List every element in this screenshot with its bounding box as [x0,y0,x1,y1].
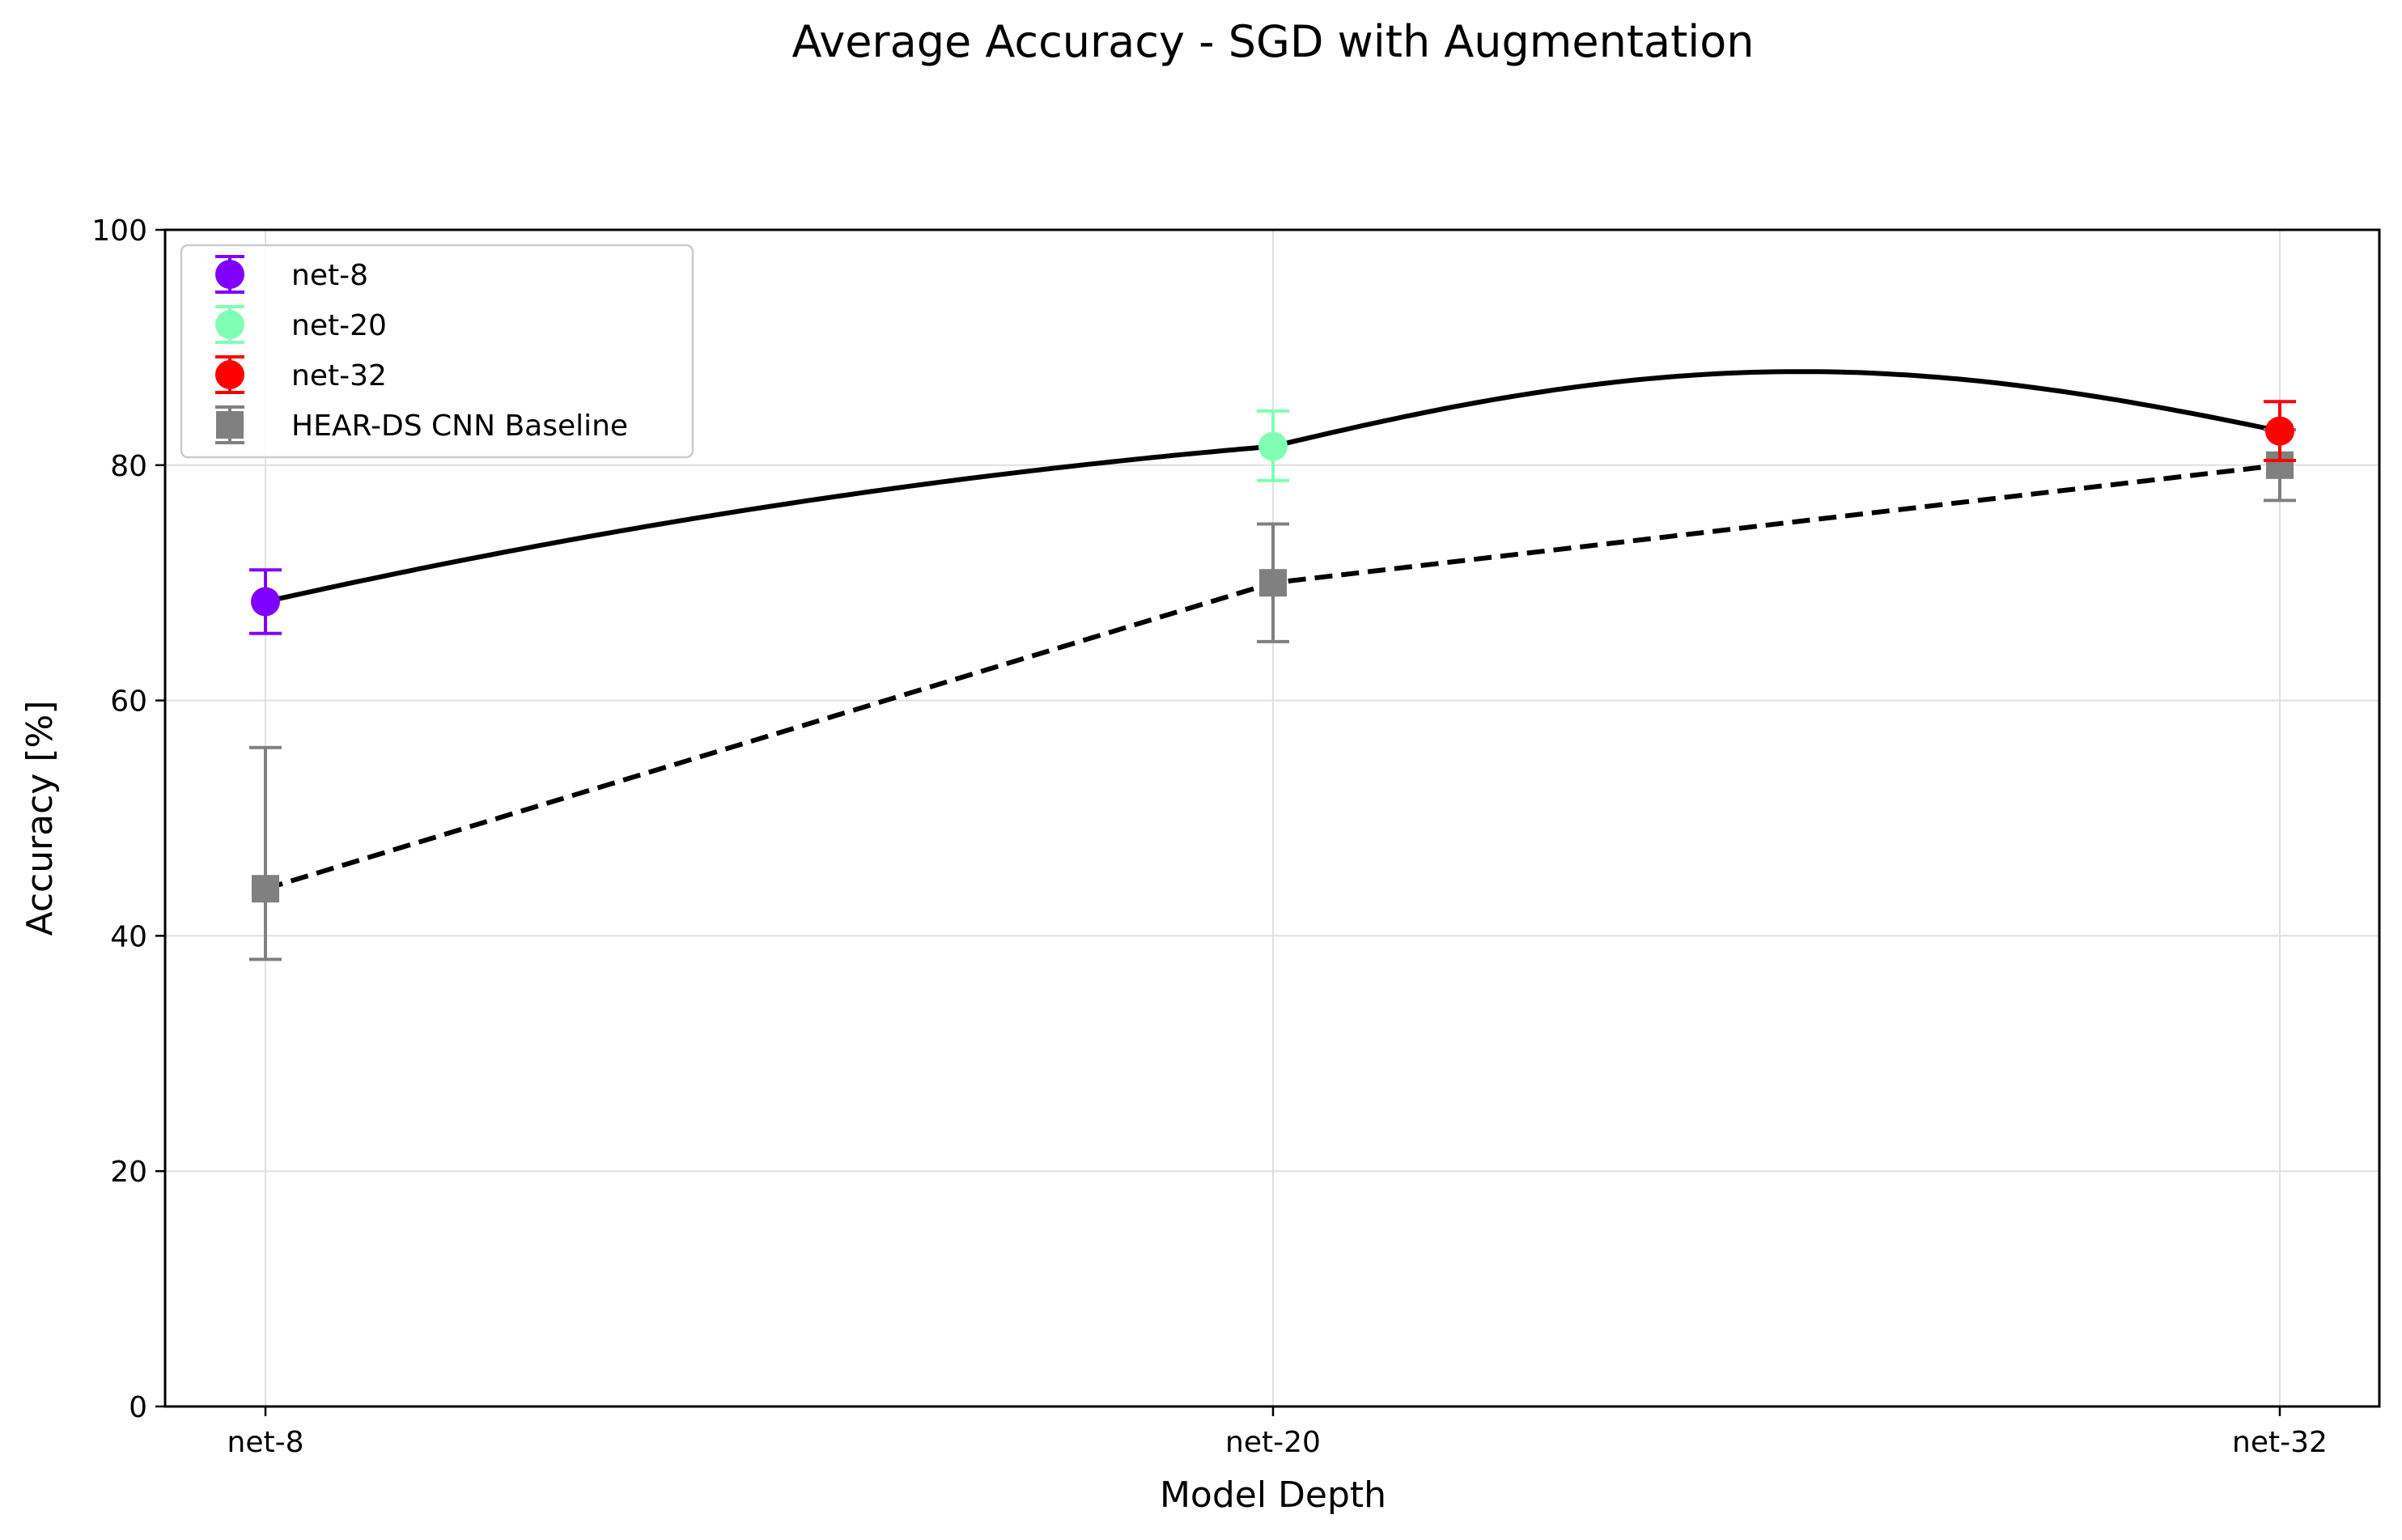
legend-label: net-32 [291,359,387,392]
x-tick-label: net-20 [1225,1426,1321,1459]
legend-marker-square [216,411,244,439]
y-tick-label: 80 [110,450,147,483]
y-tick-label: 20 [110,1156,147,1189]
x-axis-ticks: net-8 net-20 net-32 [227,1406,2328,1459]
legend-label: net-8 [291,259,368,292]
legend-label: net-20 [291,309,387,342]
legend-marker-circle [215,360,244,389]
legend: net-8 net-20 net-32 HEAR-DS CNN Baseline [180,244,694,459]
y-tick-label: 60 [110,685,147,719]
legend-label: HEAR-DS CNN Baseline [291,409,628,443]
series-markers [249,400,2296,961]
x-tick-label: net-32 [2232,1426,2328,1459]
legend-box [180,244,694,459]
y-tick-label: 100 [91,214,147,248]
x-axis-label: Model Depth [1160,1474,1386,1516]
y-axis-label: Accuracy [%] [19,700,61,935]
baseline-point [252,875,279,903]
point-net-32 [2265,416,2294,446]
legend-marker-circle [215,310,244,339]
y-tick-label: 0 [129,1391,147,1424]
chart-title: Average Accuracy - SGD with Augmentation [791,16,1754,67]
baseline-point [1259,569,1287,597]
y-tick-label: 40 [110,920,147,953]
legend-marker-circle [215,260,244,289]
x-tick-label: net-8 [227,1426,304,1459]
point-net-20 [1258,431,1288,461]
point-net-8 [251,587,280,617]
y-axis-ticks: 0 20 40 60 80 100 [91,214,165,1424]
